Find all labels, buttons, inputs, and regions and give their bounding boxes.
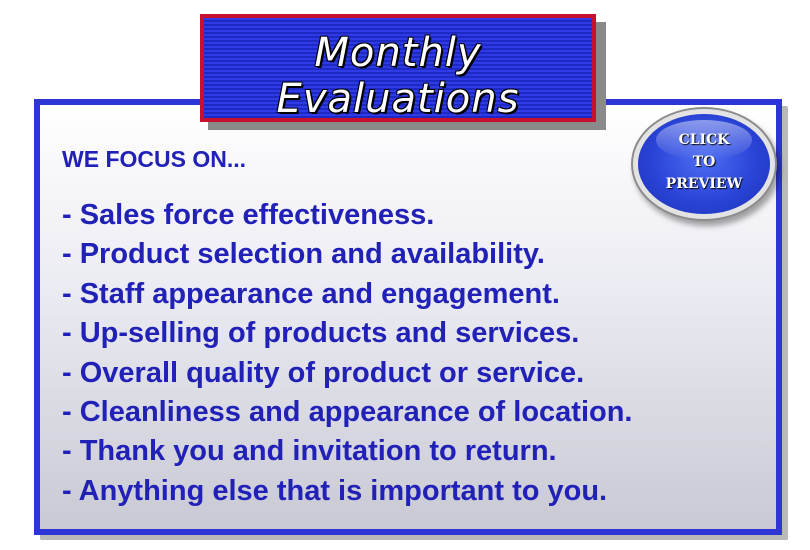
focus-heading: WE FOCUS ON... xyxy=(62,146,246,172)
list-item: - Overall quality of product or service. xyxy=(62,356,585,389)
button-label-line-3: PREVIEW xyxy=(665,176,743,192)
button-label-line-1: CLICK xyxy=(678,132,730,148)
list-item: - Up-selling of products and services. xyxy=(62,317,580,350)
list-item: - Product selection and availability. xyxy=(62,238,545,271)
list-item: - Thank you and invitation to return. xyxy=(62,435,557,468)
list-item: - Sales force effectiveness. xyxy=(62,199,435,231)
title-banner: Monthly Evaluations xyxy=(200,14,596,122)
list-item: - Staff appearance and engagement. xyxy=(62,277,560,310)
title-line-1: Monthly xyxy=(314,30,482,76)
list-item: - Anything else that is important to you… xyxy=(62,474,608,507)
list-item: - Cleanliness and appearance of location… xyxy=(62,396,633,429)
title-line-2: Evaluations xyxy=(276,76,520,122)
focus-list: - Sales force effectiveness. - Product s… xyxy=(62,196,632,511)
button-label-line-2: TO xyxy=(692,154,716,170)
click-to-preview-button[interactable]: CLICK TO PREVIEW xyxy=(638,114,770,214)
button-gloss xyxy=(656,120,752,160)
